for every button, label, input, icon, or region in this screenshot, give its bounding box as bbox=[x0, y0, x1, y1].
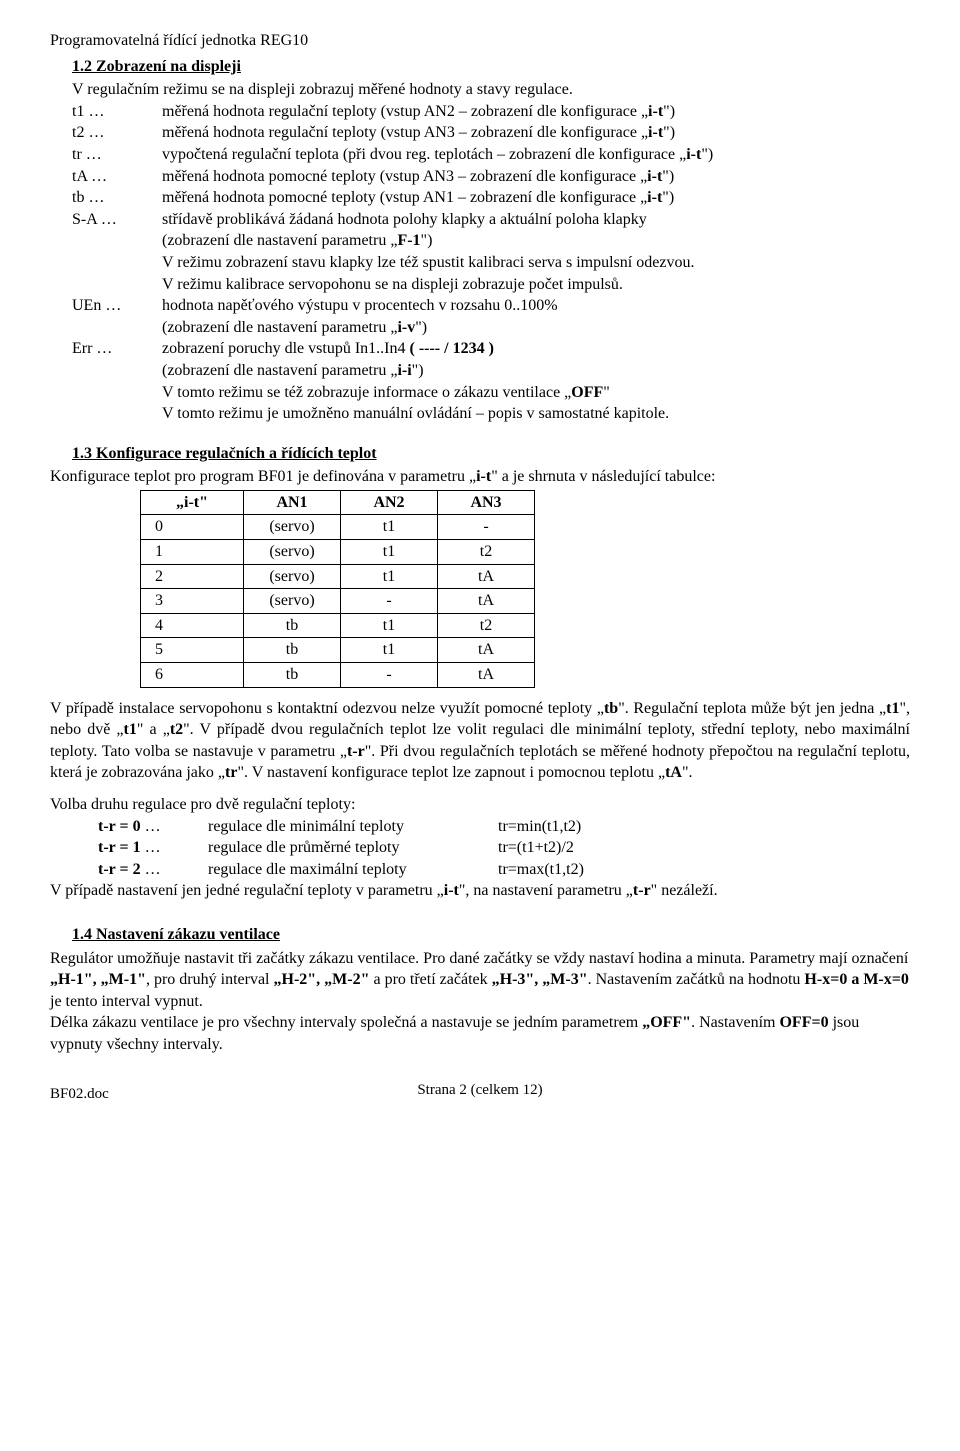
def-label: tb … bbox=[72, 187, 162, 209]
table-row: 6 tb - tA bbox=[141, 663, 535, 688]
table-cell: tA bbox=[438, 589, 535, 614]
reg-desc: regulace dle minimální teploty bbox=[208, 816, 498, 838]
config-table: „i-t" AN1 AN2 AN3 0 (servo) t1 - 1 (serv… bbox=[140, 490, 535, 688]
table-row: 3 (servo) - tA bbox=[141, 589, 535, 614]
reg-row: t-r = 1 … regulace dle průměrné teploty … bbox=[98, 837, 910, 859]
table-row: 4 tb t1 t2 bbox=[141, 613, 535, 638]
table-cell: tb bbox=[244, 663, 341, 688]
table-cell: (servo) bbox=[244, 540, 341, 565]
table-cell: 6 bbox=[141, 663, 244, 688]
reg-formula: tr=max(t1,t2) bbox=[498, 859, 910, 881]
table-cell: 0 bbox=[141, 515, 244, 540]
def-uen: UEn … hodnota napěťového výstupu v proce… bbox=[72, 295, 910, 317]
table-cell: 5 bbox=[141, 638, 244, 663]
def-label: tr … bbox=[72, 144, 162, 166]
reg-formula: tr=min(t1,t2) bbox=[498, 816, 910, 838]
table-cell: t2 bbox=[438, 540, 535, 565]
def-tr: tr … vypočtená regulační teplota (při dv… bbox=[72, 144, 910, 166]
section-1-2-intro: V regulačním režimu se na displeji zobra… bbox=[72, 79, 910, 101]
reg-after-paragraph: V případě nastavení jen jedné regulační … bbox=[50, 880, 910, 902]
table-cell: 4 bbox=[141, 613, 244, 638]
section-1-3-title: 1.3 Konfigurace regulačních a řídících t… bbox=[72, 443, 910, 465]
page-header: Programovatelná řídící jednotka REG10 bbox=[50, 30, 910, 52]
def-desc-cont: (zobrazení dle nastavení parametru „F-1"… bbox=[162, 230, 910, 252]
section-1-3-intro: Konfigurace teplot pro program BF01 je d… bbox=[50, 466, 910, 488]
def-desc: měřená hodnota pomocné teploty (vstup AN… bbox=[162, 166, 910, 188]
table-cell: tA bbox=[438, 564, 535, 589]
table-cell: - bbox=[341, 663, 438, 688]
reg-row: t-r = 0 … regulace dle minimální teploty… bbox=[98, 816, 910, 838]
def-label: t1 … bbox=[72, 101, 162, 123]
def-desc-cont: V tomto režimu se též zobrazuje informac… bbox=[162, 382, 910, 404]
table-header: „i-t" bbox=[141, 490, 244, 515]
def-desc-cont: (zobrazení dle nastavení parametru „i-v"… bbox=[162, 317, 910, 339]
def-tb: tb … měřená hodnota pomocné teploty (vst… bbox=[72, 187, 910, 209]
def-tA: tA … měřená hodnota pomocné teploty (vst… bbox=[72, 166, 910, 188]
table-cell: tA bbox=[438, 663, 535, 688]
def-label: tA … bbox=[72, 166, 162, 188]
table-cell: t1 bbox=[341, 540, 438, 565]
reg-key: t-r = 1 … bbox=[98, 837, 208, 859]
reg-key: t-r = 2 … bbox=[98, 859, 208, 881]
def-desc: měřená hodnota pomocné teploty (vstup AN… bbox=[162, 187, 910, 209]
paragraph-after-table: V případě instalace servopohonu s kontak… bbox=[50, 698, 910, 784]
def-desc: měřená hodnota regulační teploty (vstup … bbox=[162, 101, 910, 123]
table-cell: t1 bbox=[341, 638, 438, 663]
table-cell: 2 bbox=[141, 564, 244, 589]
reg-choice-list: t-r = 0 … regulace dle minimální teploty… bbox=[98, 816, 910, 881]
def-desc: vypočtená regulační teplota (při dvou re… bbox=[162, 144, 910, 166]
table-header: AN2 bbox=[341, 490, 438, 515]
def-err: Err … zobrazení poruchy dle vstupů In1..… bbox=[72, 338, 910, 360]
reg-desc: regulace dle průměrné teploty bbox=[208, 837, 498, 859]
table-cell: - bbox=[438, 515, 535, 540]
reg-row: t-r = 2 … regulace dle maximální teploty… bbox=[98, 859, 910, 881]
table-row: 5 tb t1 tA bbox=[141, 638, 535, 663]
def-label: S-A … bbox=[72, 209, 162, 231]
def-desc: zobrazení poruchy dle vstupů In1..In4 ( … bbox=[162, 338, 910, 360]
table-cell: 1 bbox=[141, 540, 244, 565]
table-row: 1 (servo) t1 t2 bbox=[141, 540, 535, 565]
table-cell: (servo) bbox=[244, 564, 341, 589]
def-desc: střídavě problikává žádaná hodnota poloh… bbox=[162, 209, 910, 231]
section-1-4-p2: Délka zákazu ventilace je pro všechny in… bbox=[50, 1012, 910, 1055]
table-row: 0 (servo) t1 - bbox=[141, 515, 535, 540]
table-cell: - bbox=[341, 589, 438, 614]
section-1-4-title: 1.4 Nastavení zákazu ventilace bbox=[72, 924, 910, 946]
section-1-4-p1: Regulátor umožňuje nastavit tři začátky … bbox=[50, 948, 910, 1013]
def-sa: S-A … střídavě problikává žádaná hodnota… bbox=[72, 209, 910, 231]
table-row: 2 (servo) t1 tA bbox=[141, 564, 535, 589]
table-cell: tb bbox=[244, 638, 341, 663]
def-label: t2 … bbox=[72, 122, 162, 144]
table-cell: t2 bbox=[438, 613, 535, 638]
def-label: UEn … bbox=[72, 295, 162, 317]
def-desc-cont: V režimu zobrazení stavu klapky lze též … bbox=[162, 252, 910, 274]
table-cell: t1 bbox=[341, 613, 438, 638]
def-desc-cont: V režimu kalibrace servopohonu se na dis… bbox=[162, 274, 910, 296]
table-cell: tA bbox=[438, 638, 535, 663]
def-t2: t2 … měřená hodnota regulační teploty (v… bbox=[72, 122, 910, 144]
def-desc-cont: V tomto režimu je umožněno manuální ovlá… bbox=[162, 403, 910, 425]
def-desc: měřená hodnota regulační teploty (vstup … bbox=[162, 122, 910, 144]
def-t1: t1 … měřená hodnota regulační teploty (v… bbox=[72, 101, 910, 123]
table-cell: 3 bbox=[141, 589, 244, 614]
table-cell: (servo) bbox=[244, 515, 341, 540]
table-header: AN1 bbox=[244, 490, 341, 515]
reg-key: t-r = 0 … bbox=[98, 816, 208, 838]
reg-desc: regulace dle maximální teploty bbox=[208, 859, 498, 881]
reg-formula: tr=(t1+t2)/2 bbox=[498, 837, 910, 859]
table-cell: t1 bbox=[341, 515, 438, 540]
table-header-row: „i-t" AN1 AN2 AN3 bbox=[141, 490, 535, 515]
table-cell: tb bbox=[244, 613, 341, 638]
table-cell: t1 bbox=[341, 564, 438, 589]
section-1-2-title: 1.2 Zobrazení na displeji bbox=[72, 56, 910, 78]
definition-list: t1 … měřená hodnota regulační teploty (v… bbox=[72, 101, 910, 425]
reg-heading: Volba druhu regulace pro dvě regulační t… bbox=[50, 794, 910, 816]
def-desc: hodnota napěťového výstupu v procentech … bbox=[162, 295, 910, 317]
table-cell: (servo) bbox=[244, 589, 341, 614]
table-header: AN3 bbox=[438, 490, 535, 515]
def-desc-cont: (zobrazení dle nastavení parametru „i-i"… bbox=[162, 360, 910, 382]
def-label: Err … bbox=[72, 338, 162, 360]
